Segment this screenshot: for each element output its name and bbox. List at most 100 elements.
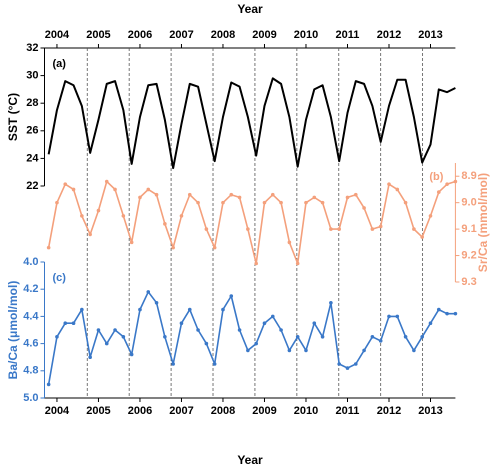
top-x-tick-label: 2004 — [45, 29, 70, 41]
data-point — [445, 182, 449, 186]
top-x-tick-label: 2011 — [336, 29, 360, 41]
y-tick-label: 9.2 — [461, 249, 476, 261]
data-point — [146, 290, 151, 294]
panel-label: (b) — [429, 171, 443, 183]
data-point — [370, 335, 375, 339]
data-point — [262, 200, 267, 205]
data-point — [353, 362, 358, 366]
data-point — [63, 182, 68, 186]
data-point — [387, 182, 391, 186]
data-point — [46, 245, 51, 250]
y-tick-label: 8.9 — [461, 170, 476, 182]
series-line — [47, 180, 456, 265]
data-point — [246, 227, 250, 231]
bottom-x-tick-label: 2007 — [169, 405, 193, 417]
data-point — [287, 348, 292, 353]
top-x-tick-label: 2007 — [169, 29, 193, 41]
bottom-x-tick-label: 2010 — [294, 405, 318, 417]
data-point — [154, 301, 159, 305]
data-point — [104, 341, 109, 346]
data-point — [329, 227, 333, 231]
data-point — [121, 214, 126, 218]
y-tick-label: 4.0 — [23, 256, 38, 268]
data-point — [345, 195, 350, 200]
y-axis-title: SST (°C) — [6, 93, 20, 141]
data-point — [420, 235, 424, 239]
data-point — [428, 214, 433, 218]
y-tick-label: 30 — [26, 70, 38, 82]
data-point — [312, 195, 317, 200]
data-point — [395, 187, 400, 192]
data-point — [436, 307, 441, 312]
data-point — [345, 366, 350, 370]
data-point — [171, 362, 175, 366]
data-point — [229, 294, 234, 298]
data-point — [71, 187, 76, 192]
top-x-axis-title: Year — [237, 2, 263, 16]
data-point — [320, 335, 325, 339]
y-tick-label: 4.6 — [23, 338, 38, 350]
data-point — [163, 335, 167, 339]
bottom-x-tick-label: 2008 — [211, 405, 235, 417]
data-point — [287, 240, 292, 245]
data-point — [295, 261, 300, 266]
data-point — [96, 328, 101, 332]
data-point — [80, 307, 84, 312]
data-point — [88, 355, 92, 360]
top-x-tick-label: 2008 — [211, 29, 235, 41]
data-point — [403, 335, 408, 339]
top-x-tick-label: 2005 — [86, 29, 110, 41]
data-point — [453, 311, 458, 316]
data-point — [196, 200, 200, 205]
series-line — [47, 77, 456, 170]
y-axis-title: Ba/Ca (μmol/mol) — [6, 281, 20, 380]
bottom-x-tick-label: 2005 — [86, 405, 110, 417]
data-point — [312, 321, 317, 326]
y-tick-label: 4.2 — [23, 283, 38, 295]
data-point — [237, 328, 242, 332]
data-point — [378, 339, 383, 343]
data-point — [337, 227, 341, 231]
data-point — [254, 341, 258, 346]
data-point — [204, 341, 209, 346]
data-point — [412, 348, 416, 353]
y-tick-label: 9.3 — [461, 276, 476, 288]
data-point — [171, 245, 175, 250]
data-point — [246, 348, 250, 353]
data-point — [154, 192, 159, 197]
top-x-tick-label: 2006 — [128, 29, 152, 41]
data-point — [428, 321, 433, 326]
bottom-x-tick-label: 2013 — [418, 405, 442, 417]
data-point — [262, 321, 267, 326]
data-point — [196, 328, 200, 332]
data-point — [187, 307, 192, 312]
data-point — [179, 321, 184, 326]
y-tick-label: 4.4 — [23, 310, 39, 322]
data-point — [229, 192, 234, 197]
data-point — [146, 187, 151, 192]
data-point — [412, 227, 416, 231]
y-tick-label: 26 — [26, 125, 38, 137]
data-point — [395, 314, 400, 319]
data-point — [163, 222, 167, 226]
data-point — [420, 335, 424, 339]
data-point — [138, 307, 142, 312]
data-point — [337, 362, 341, 366]
y-axis-title: Sr/Ca (mmol/mol) — [476, 173, 490, 272]
data-point — [329, 301, 333, 305]
data-point — [212, 362, 217, 366]
data-point — [279, 200, 283, 205]
data-point — [179, 214, 184, 218]
bottom-x-tick-label: 2006 — [128, 405, 152, 417]
bottom-x-tick-label: 2004 — [45, 405, 70, 417]
y-tick-label: 9.0 — [461, 197, 476, 209]
data-point — [237, 195, 242, 200]
data-point — [304, 200, 308, 205]
data-point — [96, 208, 101, 213]
data-point — [436, 190, 441, 194]
y-tick-label: 4.8 — [23, 365, 38, 377]
data-point — [204, 227, 209, 231]
data-point — [63, 321, 68, 326]
data-point — [445, 311, 449, 316]
bottom-x-axis-title: Year — [237, 453, 263, 467]
